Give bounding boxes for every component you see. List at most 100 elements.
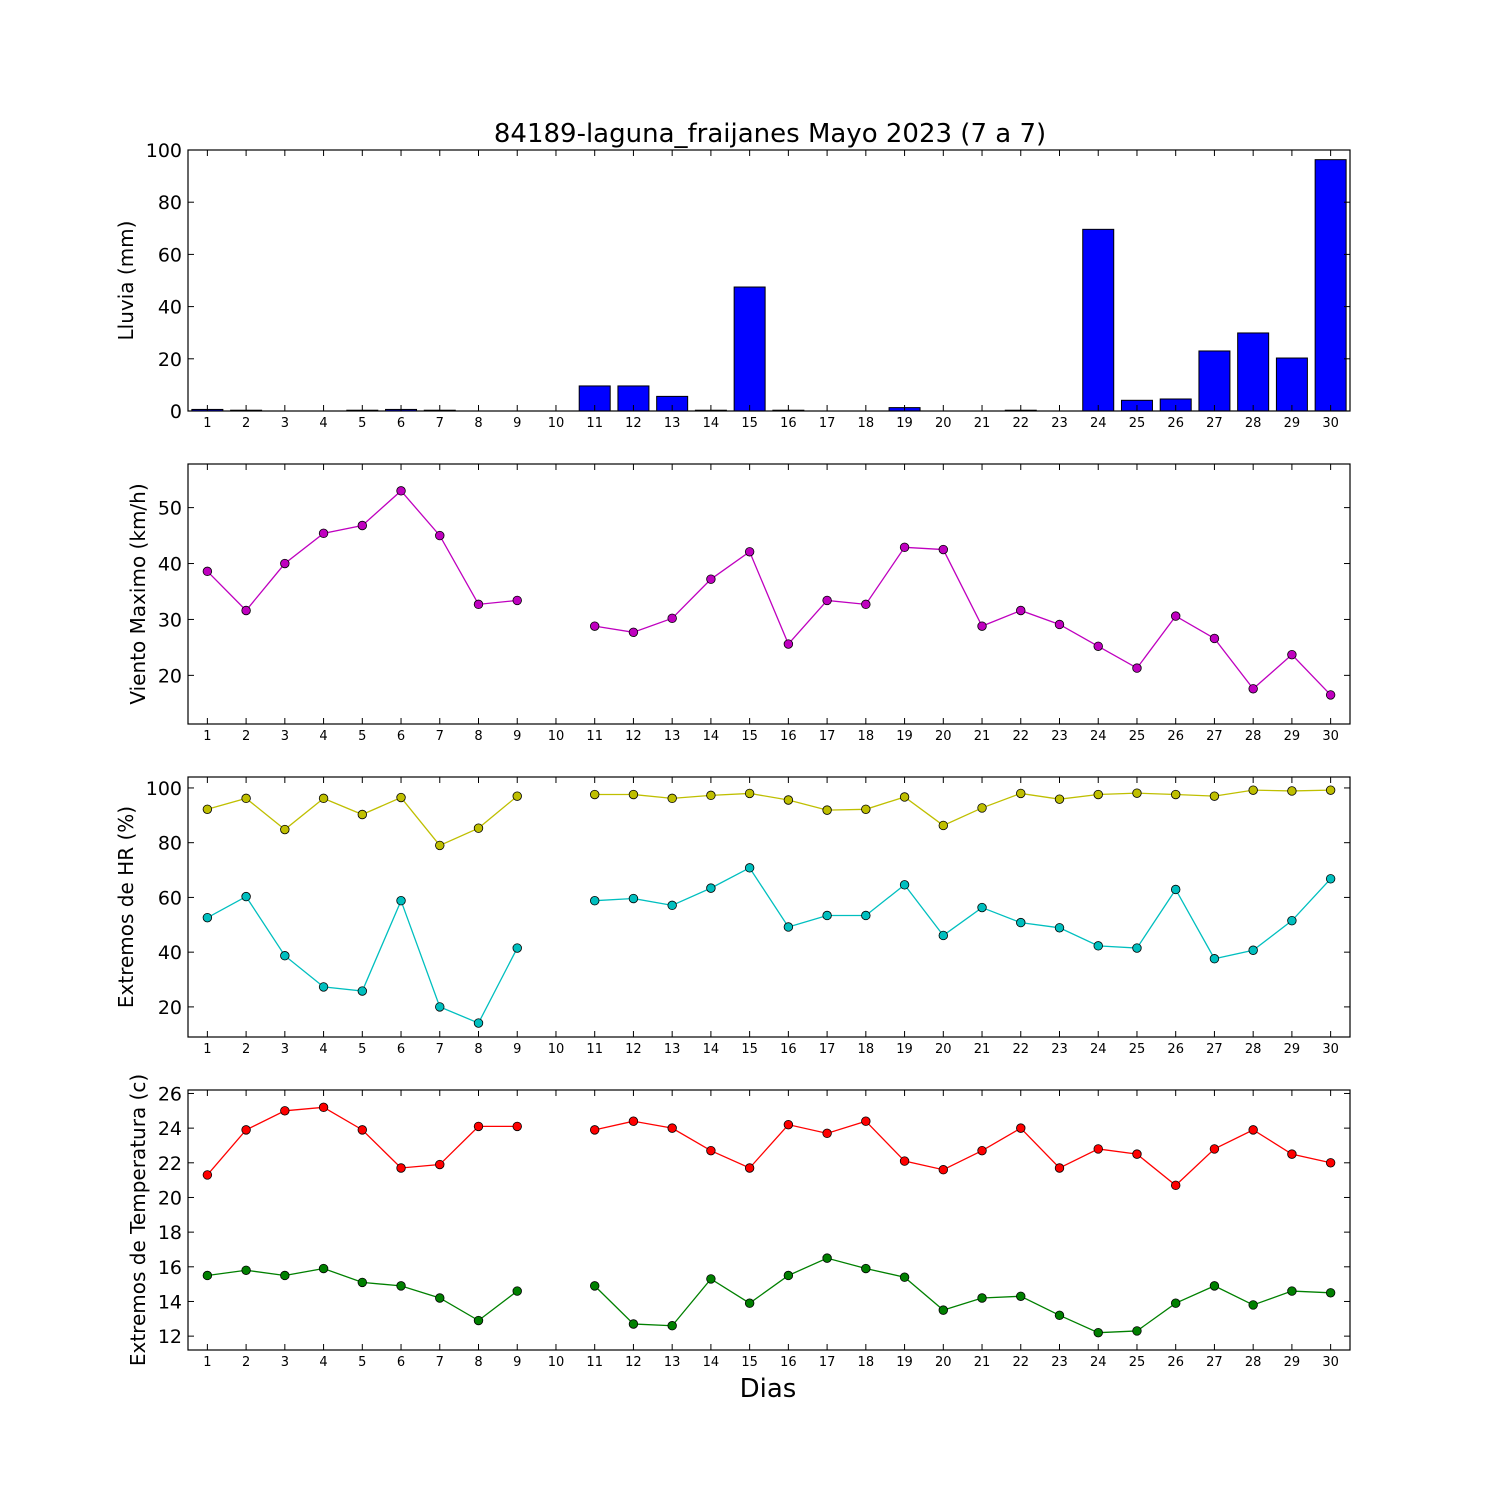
x-tick-label: 28: [1245, 1042, 1262, 1057]
series-1-point-day-29: [1287, 786, 1297, 796]
x-tick-label: 20: [935, 729, 952, 744]
series-2-point-day-16: [783, 1270, 794, 1281]
series-1-point-day-20: [938, 1165, 949, 1175]
x-tick-label: 12: [625, 1355, 642, 1370]
x-axis-label: Dias: [740, 1374, 797, 1404]
series-1-point-day-29: [1287, 1149, 1297, 1159]
series-2-point-day-17: [822, 910, 832, 921]
series-1-point-day-30: [1325, 785, 1336, 795]
series-2-point-day-3: [280, 951, 290, 961]
series-1-point-day-30: [1325, 1158, 1336, 1168]
series-2-point-day-7: [435, 1293, 445, 1303]
y-tick-label: 18: [158, 1222, 182, 1244]
y-tick-label: 14: [158, 1291, 182, 1313]
x-tick-label: 2: [242, 1042, 250, 1057]
series-1-point-day-6: [396, 486, 406, 496]
x-tick-label: 16: [780, 729, 797, 744]
y-tick-label: 16: [158, 1257, 182, 1279]
series-1-point-day-3: [280, 558, 290, 569]
x-tick-label: 17: [819, 1042, 836, 1057]
x-tick-label: 8: [474, 1042, 482, 1057]
x-tick-label: 30: [1322, 1042, 1339, 1057]
plot-frame: [187, 149, 1351, 412]
y-tick-label: 24: [158, 1118, 182, 1140]
x-tick-label: 20: [935, 1042, 952, 1057]
series-1-point-day-8: [473, 1121, 484, 1132]
x-tick-label: 5: [358, 1042, 366, 1057]
series-1-point-day-13: [667, 1123, 677, 1133]
series-2-point-day-18: [861, 910, 871, 921]
chart-title: 84189-laguna_fraijanes Mayo 2023 (7 a 7): [494, 119, 1046, 149]
x-tick-label: 25: [1129, 416, 1146, 431]
series-1-point-day-20: [938, 544, 949, 555]
series-1-point-day-7: [435, 1159, 445, 1170]
series-2-point-day-23: [1054, 923, 1065, 933]
x-tick-label: 5: [358, 729, 366, 744]
x-tick-label: 28: [1245, 416, 1262, 431]
series-1-point-day-2: [241, 793, 251, 804]
series-1-point-day-24: [1093, 789, 1103, 800]
x-tick-label: 16: [780, 1042, 797, 1057]
x-tick-label: 3: [281, 416, 289, 431]
series-1-point-day-28: [1248, 1125, 1258, 1135]
x-tick-label: 6: [397, 1355, 405, 1370]
series-1-point-day-26: [1170, 1180, 1181, 1191]
series-1-point-day-21: [977, 621, 987, 631]
x-tick-label: 10: [548, 416, 565, 431]
x-tick-label: 24: [1090, 416, 1107, 431]
series-2-line-segment-2: [594, 1257, 1331, 1334]
x-tick-label: 4: [319, 416, 327, 431]
series-2-point-day-20: [938, 930, 949, 941]
x-tick-label: 30: [1322, 416, 1339, 431]
x-tick-label: 7: [436, 729, 444, 744]
series-2-point-day-13: [667, 900, 677, 911]
x-tick-label: 23: [1051, 1042, 1068, 1057]
series-1-point-day-19: [899, 542, 910, 553]
series-1-point-day-11: [590, 1125, 600, 1135]
x-tick-label: 9: [513, 416, 521, 431]
series-1-point-day-25: [1132, 788, 1142, 798]
series-1-point-day-23: [1054, 1163, 1065, 1173]
y-tick-label: 26: [158, 1083, 182, 1105]
series-1-point-day-23: [1054, 794, 1065, 804]
x-tick-label: 30: [1322, 729, 1339, 744]
bar-day-27: [1198, 350, 1231, 412]
series-1-point-day-7: [435, 840, 445, 851]
x-tick-label: 1: [203, 729, 211, 744]
series-1-point-day-3: [280, 824, 290, 835]
x-tick-label: 8: [474, 1355, 482, 1370]
series-2-point-day-1: [202, 912, 213, 923]
series-2-point-day-17: [822, 1253, 832, 1263]
x-tick-label: 14: [703, 729, 720, 744]
series-1-point-day-15: [744, 547, 755, 557]
plot-frame: [187, 776, 1351, 1038]
series-1-point-day-5: [357, 1125, 368, 1135]
x-tick-label: 25: [1129, 1042, 1146, 1057]
series-1-point-day-19: [899, 792, 910, 802]
x-tick-label: 7: [436, 1355, 444, 1370]
series-1-point-day-11: [590, 621, 600, 631]
series-2-point-day-27: [1209, 1281, 1220, 1291]
series-1-point-day-25: [1132, 663, 1142, 673]
x-tick-label: 13: [664, 1355, 681, 1370]
series-1-point-day-21: [977, 803, 987, 813]
y-tick-label: 30: [158, 609, 182, 631]
series-2-point-day-16: [783, 922, 794, 932]
x-tick-label: 11: [586, 416, 603, 431]
x-tick-label: 26: [1167, 1042, 1184, 1057]
series-1-point-day-15: [744, 788, 755, 799]
series-2-point-day-19: [899, 1272, 910, 1282]
series-2-point-day-21: [977, 902, 987, 913]
series-2-point-day-12: [628, 1319, 639, 1329]
series-1-point-day-6: [396, 1163, 406, 1173]
series-2-point-day-9: [512, 1286, 522, 1296]
series-1-point-day-20: [938, 820, 949, 831]
x-tick-label: 18: [858, 729, 875, 744]
series-1-line-segment-2: [594, 546, 1332, 696]
x-tick-label: 3: [281, 1042, 289, 1057]
x-tick-label: 4: [319, 1042, 327, 1057]
x-tick-label: 9: [513, 1355, 521, 1370]
x-tick-label: 11: [586, 729, 603, 744]
series-1-point-day-17: [822, 595, 832, 606]
series-1-point-day-16: [783, 795, 794, 805]
